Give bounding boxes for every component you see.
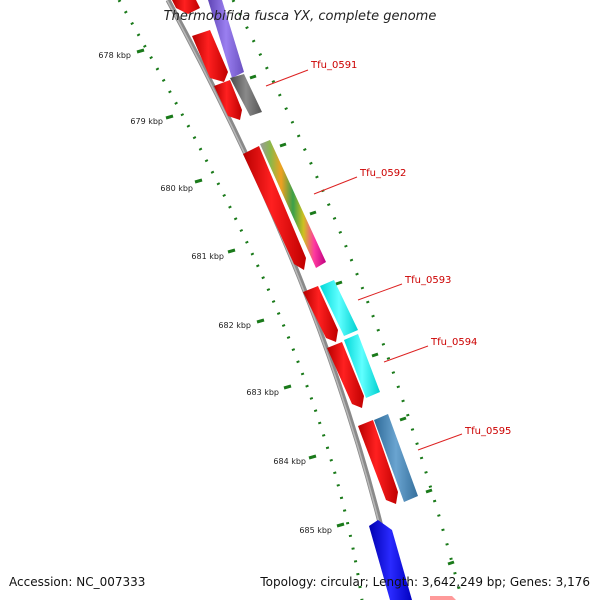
- gene-labels: Tfu_0591 Tfu_0592 Tfu_0593 Tfu_0594 Tfu_…: [310, 60, 511, 437]
- tick-label: 679 kbp: [130, 117, 163, 126]
- feature-block-cyan-2: [344, 334, 380, 398]
- tick-label: 684 kbp: [273, 457, 306, 466]
- genome-backbone-highlight: [166, 0, 398, 600]
- gene-label[interactable]: Tfu_0594: [430, 337, 477, 348]
- gene-label[interactable]: Tfu_0591: [310, 60, 357, 71]
- inner-track-ticks: [249, 74, 455, 566]
- tick-label: 680 kbp: [160, 184, 193, 193]
- feature-block-gray: [230, 74, 262, 116]
- cds-arrow: [243, 146, 306, 270]
- feature-block-cyan-1: [320, 280, 358, 336]
- gene-label[interactable]: Tfu_0593: [404, 275, 451, 286]
- tick-label: 685 kbp: [299, 526, 332, 535]
- feature-block-steel: [374, 414, 418, 502]
- kbp-labels: 678 kbp 679 kbp 680 kbp 681 kbp 682 kbp …: [98, 51, 332, 535]
- accession-text: Accession: NC_007333: [9, 575, 146, 589]
- tick-label: 678 kbp: [98, 51, 131, 60]
- inner-dotted-track: [231, 0, 464, 600]
- tick-label: 682 kbp: [218, 321, 251, 330]
- feature-blocks: [208, 0, 456, 600]
- map-title: Thermobifida fusca YX, complete genome: [163, 9, 437, 24]
- gene-label[interactable]: Tfu_0592: [359, 168, 406, 179]
- kbp-tick-marks: [136, 48, 345, 528]
- leader-lines: [265, 69, 463, 451]
- tick-label: 681 kbp: [191, 252, 224, 261]
- cds-features: [172, 0, 398, 504]
- cds-arrow: [303, 286, 338, 342]
- tick-label: 683 kbp: [246, 388, 279, 397]
- cds-arrow: [214, 80, 242, 120]
- gene-label[interactable]: Tfu_0595: [464, 426, 511, 437]
- cds-arrow: [192, 30, 228, 82]
- feature-block-purple: [208, 0, 244, 78]
- feature-block-rainbow: [260, 140, 326, 268]
- cds-arrow: [172, 0, 200, 14]
- genome-summary-text: Topology: circular; Length: 3,642,249 bp…: [260, 575, 590, 589]
- genome-backbone: [165, 0, 401, 600]
- feature-block-pink: [430, 596, 456, 600]
- cds-arrow: [327, 342, 364, 408]
- feature-block-blue: [369, 520, 412, 600]
- cds-arrow: [358, 420, 398, 504]
